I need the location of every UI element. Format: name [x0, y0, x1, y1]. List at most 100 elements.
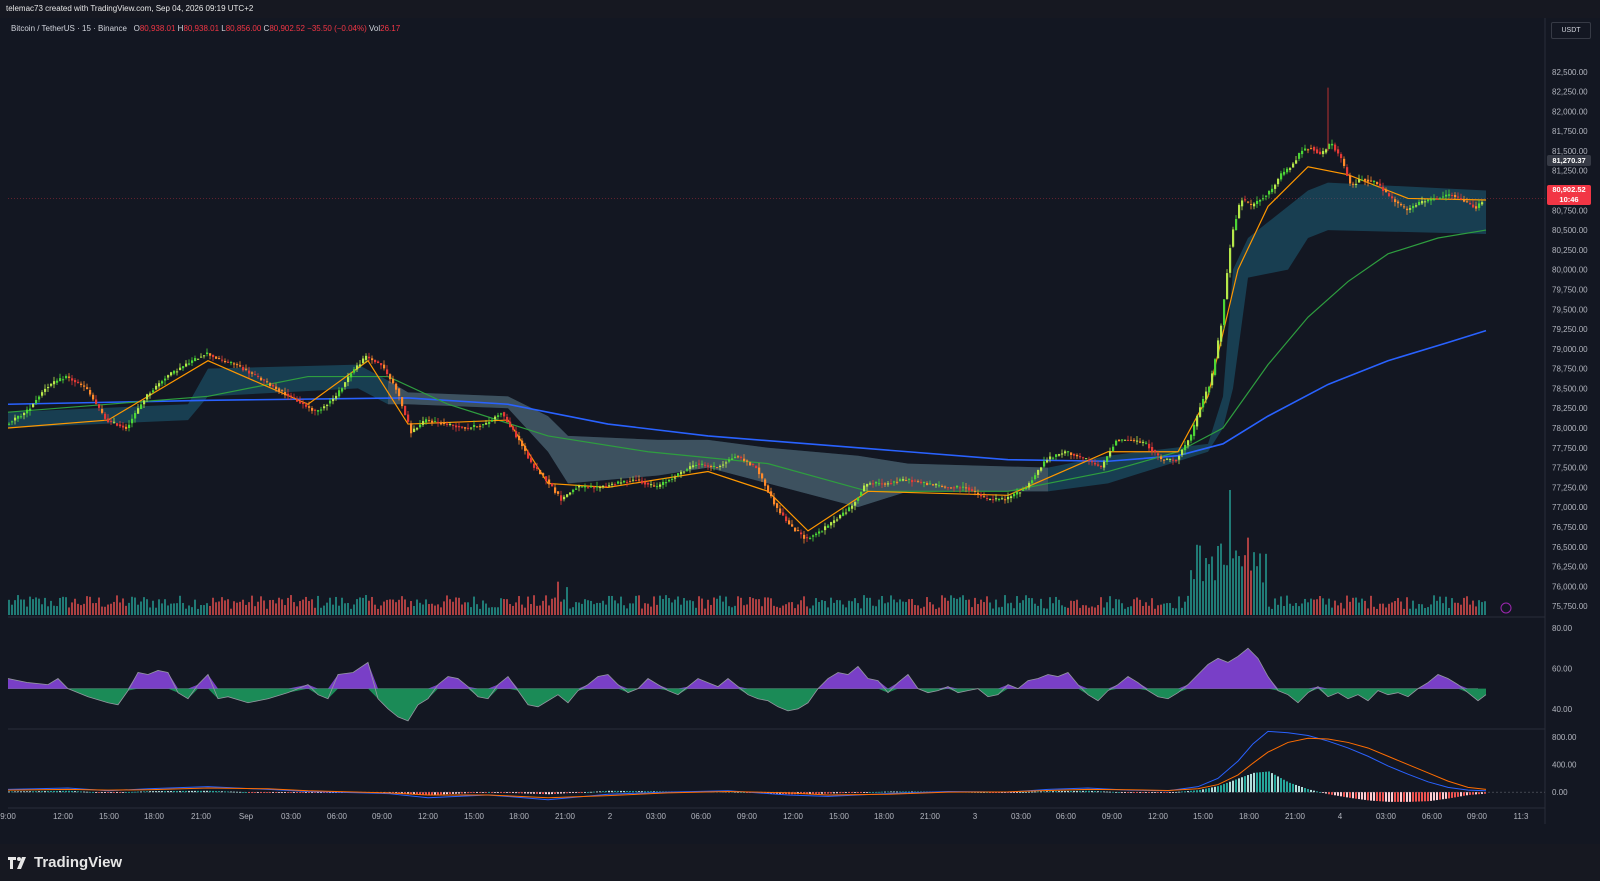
macd-histogram-bar	[176, 790, 178, 793]
candle-body	[1088, 459, 1091, 461]
candle-body	[1292, 163, 1295, 168]
candle-body	[713, 465, 716, 467]
candle-body	[1094, 462, 1097, 465]
volume-bar	[260, 596, 262, 615]
volume-bar	[671, 602, 673, 615]
volume-bar	[896, 602, 898, 615]
candle-body	[32, 403, 35, 408]
candle-body	[101, 409, 104, 413]
time-tick-label: 06:00	[1056, 812, 1077, 821]
macd-histogram-bar	[743, 792, 745, 793]
macd-histogram-bar	[14, 791, 16, 793]
candle-body	[479, 425, 482, 427]
macd-histogram-bar	[179, 790, 181, 793]
macd-histogram-bar	[596, 791, 598, 793]
candle-body	[455, 425, 458, 428]
volume-bar	[797, 604, 799, 615]
macd-histogram-bar	[491, 792, 493, 793]
candle-body	[1091, 461, 1094, 463]
volume-bar	[197, 608, 199, 615]
volume-bar	[1406, 597, 1408, 615]
candle-body	[851, 505, 854, 509]
volume-bar	[431, 603, 433, 615]
volume-bar	[380, 605, 382, 615]
volume-bar	[509, 604, 511, 615]
macd-histogram-bar	[593, 791, 595, 793]
currency-selector[interactable]: USDT	[1551, 22, 1591, 39]
volume-bar	[92, 603, 94, 615]
volume-bar	[317, 595, 319, 615]
macd-histogram-bar	[617, 790, 619, 793]
tradingview-logo[interactable]: TradingView	[8, 854, 122, 871]
candle-body	[1103, 461, 1106, 468]
volume-bar	[623, 605, 625, 615]
volume-bar	[281, 599, 283, 615]
candle-body	[599, 487, 602, 489]
macd-histogram-bar	[164, 791, 166, 793]
candle-body	[395, 383, 398, 390]
volume-bar	[149, 607, 151, 615]
candle-body	[500, 413, 503, 415]
volume-bar	[1466, 596, 1468, 615]
volume-bar	[878, 599, 880, 615]
candle-body	[308, 406, 311, 408]
macd-histogram-bar	[35, 791, 37, 793]
volume-bar	[1172, 607, 1174, 615]
volume-bar	[119, 602, 121, 615]
macd-histogram-bar	[1235, 779, 1237, 793]
volume-bar	[731, 607, 733, 615]
volume-bar	[35, 597, 37, 615]
macd-histogram-bar	[422, 792, 424, 795]
candle-body	[347, 377, 350, 383]
macd-histogram-bar	[1427, 792, 1429, 802]
volume-bar	[1373, 606, 1375, 615]
macd-histogram-bar	[194, 790, 196, 793]
macd-histogram-bar	[1181, 791, 1183, 793]
macd-histogram-bar	[815, 792, 817, 794]
volume-bar	[1238, 556, 1240, 615]
candle-body	[689, 466, 692, 469]
cloud-band	[8, 182, 1486, 508]
candle-body	[704, 464, 707, 466]
macd-histogram-bar	[1082, 790, 1084, 793]
volume-bar	[512, 605, 514, 615]
time-tick-label: 06:00	[327, 812, 348, 821]
candle-body	[1229, 248, 1232, 273]
close-value: 80,902.52	[269, 24, 305, 33]
volume-bar	[1478, 600, 1480, 615]
volume-bar	[383, 601, 385, 615]
symbol-name[interactable]: Bitcoin / TetherUS · 15 · Binance	[11, 24, 127, 33]
macd-histogram-bar	[1358, 792, 1360, 800]
candle-body	[749, 462, 752, 466]
chart-area[interactable]: 80.00 60.00 40.00 800.00 400.00 0.00 82,500.…	[0, 18, 1600, 844]
volume-bar	[893, 599, 895, 615]
kumo-cloud-neutral	[388, 380, 1048, 508]
macd-histogram-bar	[488, 792, 490, 793]
macd-histogram-bar	[1277, 776, 1279, 793]
volume-bar	[1154, 608, 1156, 615]
macd-histogram-bar	[608, 790, 610, 793]
candle-body	[98, 404, 101, 408]
volume-bar	[1169, 603, 1171, 615]
macd-histogram-bar	[1298, 785, 1300, 793]
volume-bar	[497, 607, 499, 615]
macd-histogram-bar	[539, 792, 541, 794]
volume-bar	[44, 597, 46, 615]
candle-body	[95, 399, 98, 405]
macd-histogram-bar	[890, 791, 892, 793]
candle-body	[1478, 203, 1481, 208]
macd-histogram-bar	[638, 791, 640, 793]
candle-body	[557, 491, 560, 494]
volume-bar	[365, 595, 367, 615]
candle-body	[1247, 201, 1250, 203]
volume-bar	[1334, 600, 1336, 615]
candle-body	[1139, 441, 1142, 443]
macd-histogram-bar	[554, 792, 556, 794]
candle-body	[1421, 201, 1424, 204]
candle-body	[1202, 398, 1205, 408]
volume-bar	[506, 599, 508, 615]
macd-histogram-bar	[1211, 787, 1213, 793]
macd-histogram-bar	[995, 792, 997, 793]
macd-histogram-bar	[1424, 792, 1426, 802]
